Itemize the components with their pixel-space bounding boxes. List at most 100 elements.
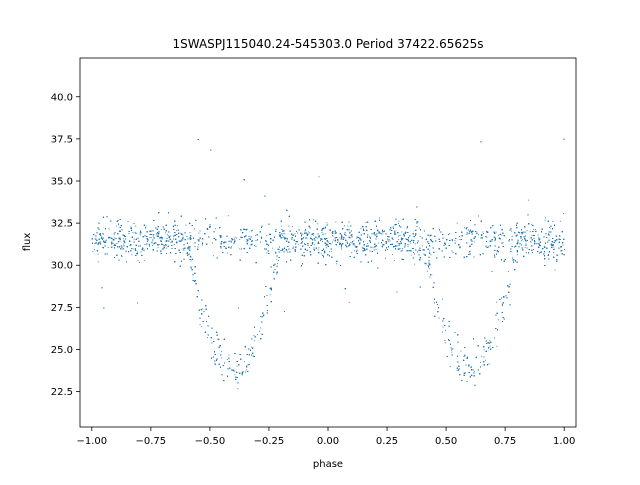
data-point	[452, 252, 454, 253]
data-point	[255, 235, 256, 237]
data-point	[456, 222, 458, 224]
data-point	[351, 252, 353, 254]
data-point	[348, 301, 350, 303]
data-point	[525, 252, 527, 253]
data-point	[313, 243, 315, 245]
data-point	[537, 234, 539, 236]
data-point	[324, 233, 326, 235]
data-point	[111, 241, 113, 243]
data-point	[234, 374, 236, 376]
data-point	[237, 388, 239, 390]
data-point	[460, 350, 462, 352]
data-point	[483, 233, 484, 234]
data-point	[468, 231, 470, 232]
data-point	[342, 243, 344, 245]
data-point	[259, 330, 260, 332]
data-point	[153, 236, 155, 238]
data-point	[377, 230, 379, 232]
data-point	[181, 238, 183, 239]
data-point	[449, 366, 451, 367]
data-point	[525, 243, 527, 245]
data-point	[266, 252, 268, 254]
data-point	[306, 237, 308, 239]
data-point	[549, 227, 551, 229]
data-point	[135, 225, 137, 227]
data-point	[531, 224, 533, 225]
data-point	[243, 361, 245, 363]
data-point	[309, 247, 311, 248]
data-point	[182, 238, 184, 240]
data-point	[252, 240, 254, 241]
data-point	[185, 224, 187, 226]
data-point	[496, 301, 498, 303]
data-point	[326, 222, 328, 224]
data-point	[176, 230, 178, 232]
data-point	[149, 237, 151, 238]
data-point	[425, 254, 426, 256]
data-point	[536, 243, 537, 245]
data-point	[276, 259, 278, 261]
data-point	[114, 237, 116, 239]
data-point	[407, 241, 409, 243]
data-point	[486, 236, 488, 238]
data-point	[511, 259, 513, 261]
data-point	[281, 235, 283, 236]
data-point	[397, 241, 398, 242]
data-point	[363, 245, 365, 246]
data-point	[269, 294, 271, 296]
data-point	[402, 248, 404, 249]
data-point	[360, 228, 362, 230]
data-point	[336, 263, 337, 265]
data-point	[272, 247, 274, 249]
data-point	[220, 242, 222, 244]
data-point	[449, 233, 451, 235]
data-point	[456, 370, 458, 371]
data-point	[201, 326, 203, 327]
data-point	[318, 247, 320, 249]
data-point	[399, 248, 400, 250]
data-point	[293, 246, 295, 248]
data-point	[344, 225, 345, 227]
data-point	[198, 232, 200, 234]
data-point	[482, 231, 484, 233]
data-point	[139, 262, 140, 263]
data-point	[451, 351, 453, 353]
data-point	[444, 329, 446, 331]
data-point	[167, 234, 168, 236]
data-point	[478, 234, 479, 236]
data-point	[190, 260, 192, 262]
data-point	[356, 238, 358, 239]
data-point	[442, 298, 443, 300]
data-point	[307, 231, 309, 233]
data-point	[102, 247, 104, 248]
data-point	[559, 220, 561, 222]
data-point	[335, 221, 337, 223]
data-point	[379, 217, 380, 219]
data-point	[152, 245, 153, 246]
data-point	[398, 239, 400, 240]
data-point	[354, 245, 356, 247]
data-point	[212, 255, 214, 257]
data-point	[497, 319, 499, 321]
data-point	[137, 260, 139, 262]
data-point	[344, 232, 346, 233]
data-point	[479, 366, 481, 368]
data-point	[215, 228, 216, 230]
data-point	[318, 176, 320, 178]
data-point	[530, 241, 531, 242]
data-points	[91, 138, 565, 390]
data-point	[94, 238, 96, 240]
data-point	[169, 235, 171, 237]
data-point	[97, 253, 99, 255]
data-point	[334, 240, 336, 242]
data-point	[123, 243, 125, 245]
data-point	[123, 238, 124, 240]
data-point	[526, 230, 528, 232]
data-point	[502, 242, 504, 244]
data-point	[197, 239, 199, 241]
data-point	[160, 240, 162, 241]
data-point	[176, 225, 178, 226]
data-point	[199, 230, 201, 232]
data-point	[189, 232, 191, 233]
